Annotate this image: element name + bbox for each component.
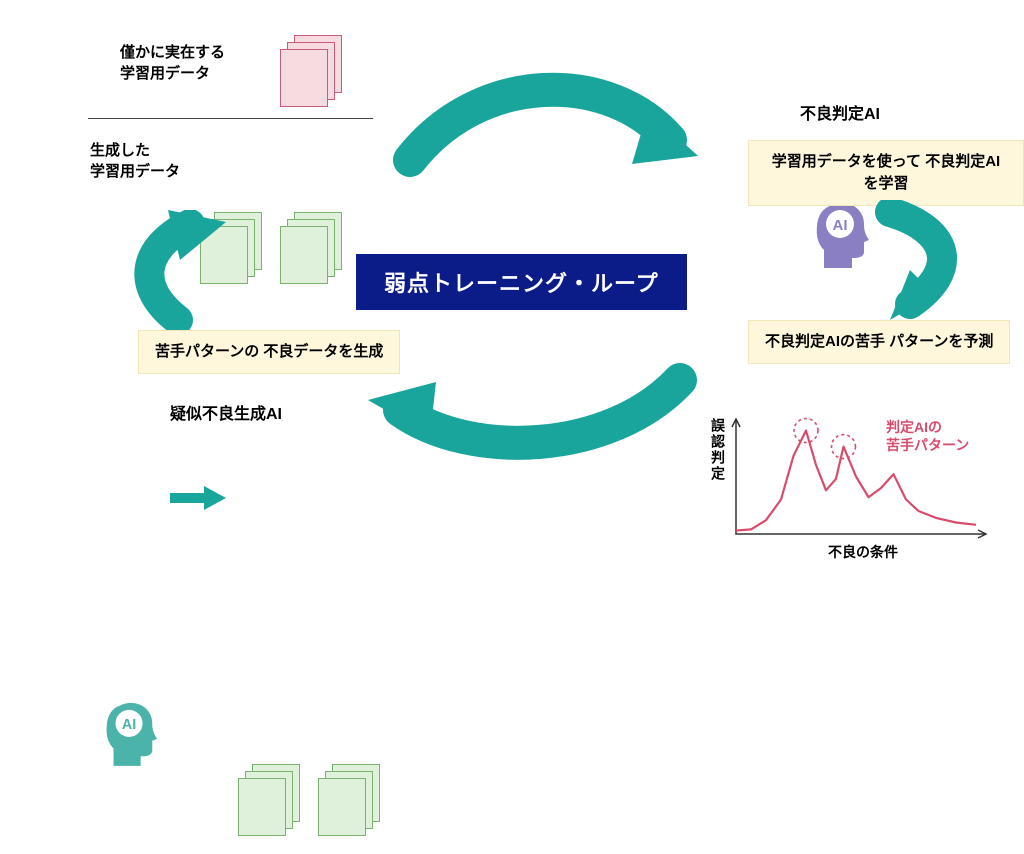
box-predict-weak: 不良判定AIの苦手 パターンを予測 — [748, 320, 1010, 364]
chart-x-label: 不良の条件 — [828, 542, 898, 562]
svg-text:AI: AI — [833, 217, 848, 234]
label-existing-data: 僅かに実在する 学習用データ — [120, 42, 225, 84]
card-stack-pink — [280, 35, 360, 115]
weak-pattern-chart: 誤認判定 不良の条件 判定AIの 苦手パターン — [710, 404, 1000, 564]
label-generated-data: 生成した 学習用データ — [90, 140, 180, 182]
card-stack-green-bottom — [238, 764, 408, 854]
box-train-ai: 学習用データを使って 不良判定AIを学習 — [748, 140, 1024, 206]
cycle-arrow-top — [380, 60, 700, 200]
cycle-arrow-bottom — [360, 360, 700, 480]
svg-text:AI: AI — [122, 717, 137, 733]
chart-y-label: 誤認判定 — [708, 418, 728, 482]
cycle-arrow-right — [870, 200, 990, 320]
label-gen-ai: 疑似不良生成AI — [170, 404, 282, 426]
divider-top-left — [88, 118, 373, 119]
label-right-ai: 不良判定AI — [800, 104, 880, 126]
cycle-arrow-left — [130, 210, 260, 330]
center-title: 弱点トレーニング・ループ — [356, 254, 687, 310]
ai-head-icon-teal: AI — [100, 700, 1024, 768]
chart-annotation: 判定AIの 苦手パターン — [886, 418, 969, 454]
small-arrow-icon — [168, 484, 228, 512]
